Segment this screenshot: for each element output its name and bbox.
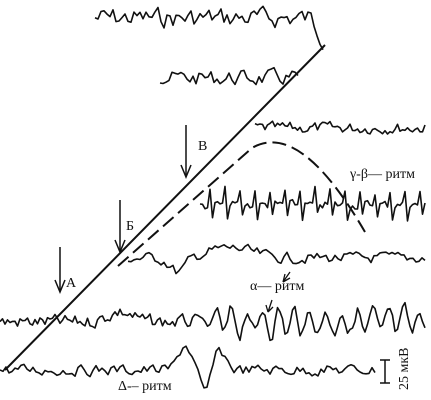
- scale-bar: [380, 359, 390, 384]
- label-b: Б: [126, 219, 134, 234]
- alpha-pointer: [282, 271, 291, 283]
- label-gamma-beta: γ-β— ритм: [349, 167, 415, 182]
- eeg-trace: [127, 243, 426, 275]
- arrow-head: [54, 279, 66, 294]
- label-delta: Δ-– ритм: [118, 379, 172, 394]
- label-alpha: α— ритм: [250, 279, 304, 294]
- eeg-traces: [0, 5, 426, 389]
- diagonal-line: [4, 44, 326, 371]
- dashed-curve: [117, 141, 366, 267]
- eeg-trace: [159, 66, 299, 86]
- eeg-trace: [0, 345, 376, 389]
- arrow-head: [180, 164, 192, 179]
- label-v: В: [198, 139, 207, 154]
- label-a: А: [66, 276, 77, 291]
- label-scale: 25 мкВ: [397, 348, 412, 391]
- alpha-pointer: [265, 299, 274, 313]
- eeg-trace: [94, 5, 324, 51]
- eeg-trace: [199, 185, 426, 222]
- eeg-trace: [254, 120, 426, 135]
- arrow-head: [114, 239, 126, 254]
- eeg-trace: [0, 301, 426, 342]
